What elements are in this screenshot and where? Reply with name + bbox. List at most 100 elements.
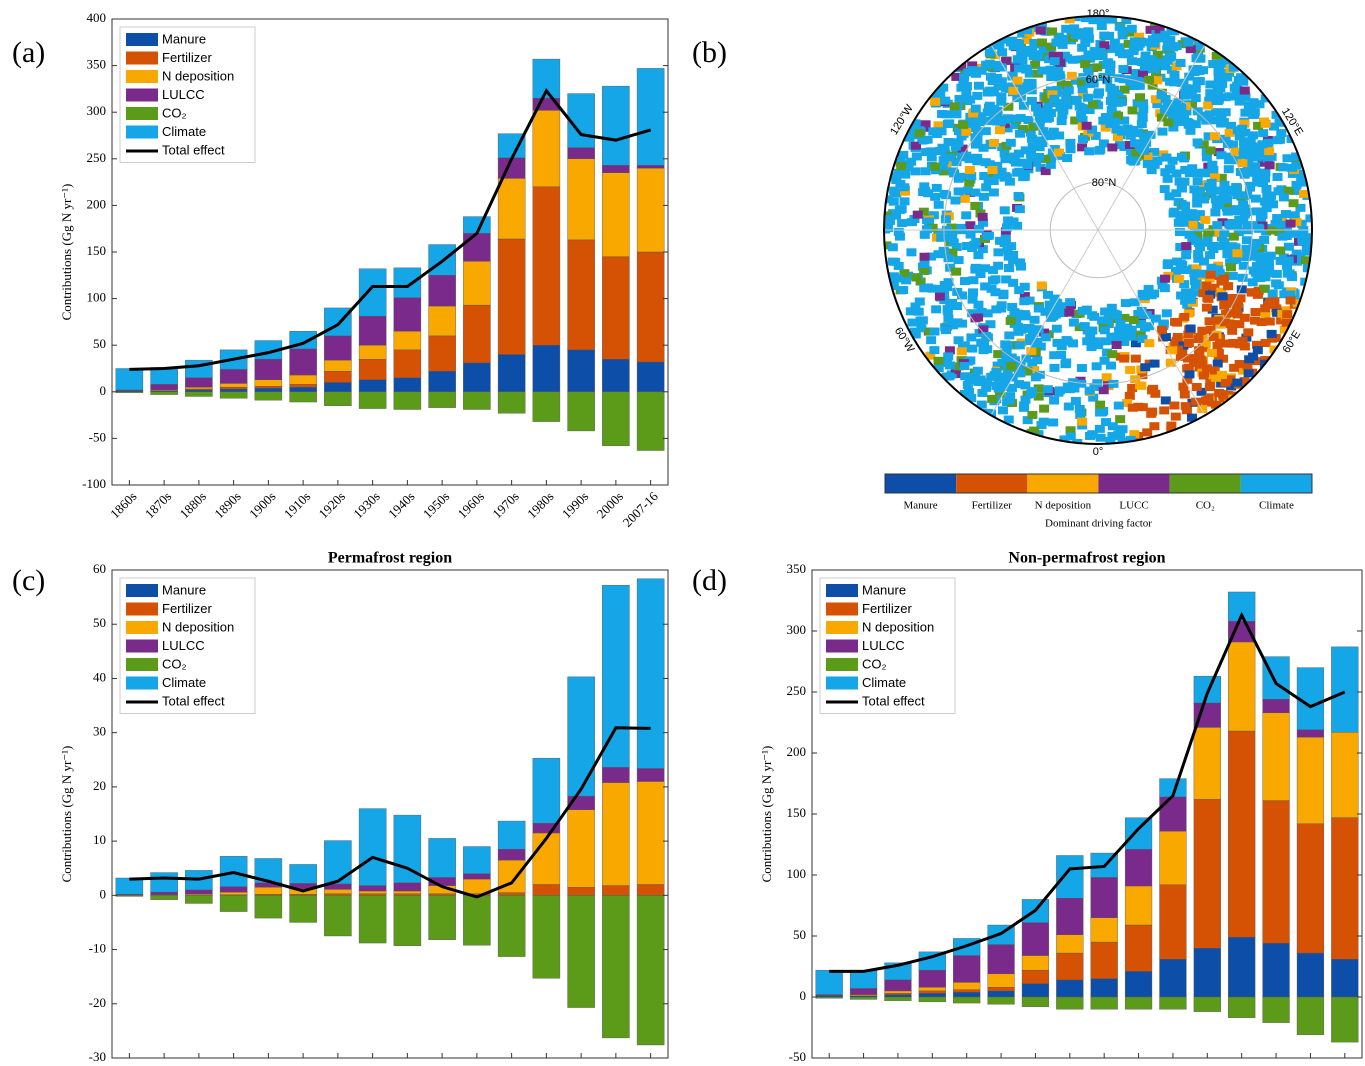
map-patch bbox=[1194, 186, 1205, 195]
map-patch bbox=[1233, 228, 1244, 237]
legend-label: Total effect bbox=[862, 693, 925, 708]
map-patch bbox=[1076, 364, 1087, 373]
map-patch bbox=[1002, 114, 1013, 123]
map-patch bbox=[991, 305, 1002, 314]
map-patch bbox=[965, 95, 976, 104]
map-patch bbox=[1019, 310, 1030, 319]
map-patch bbox=[1171, 189, 1182, 198]
map-patch bbox=[919, 230, 930, 239]
map-patch bbox=[1243, 163, 1254, 172]
bar-segment bbox=[1193, 727, 1221, 800]
map-patch bbox=[1251, 207, 1262, 216]
map-patch bbox=[1063, 402, 1074, 411]
map-patch bbox=[1278, 163, 1289, 172]
map-patch bbox=[1149, 422, 1160, 431]
colorbar-cell bbox=[1027, 474, 1099, 493]
y-tick-label: 30 bbox=[93, 724, 106, 739]
map-patch bbox=[947, 248, 958, 257]
map-patch bbox=[904, 126, 915, 135]
map-patch bbox=[1019, 282, 1030, 291]
map-patch bbox=[1129, 430, 1140, 439]
map-patch bbox=[1060, 51, 1071, 60]
map-patch bbox=[1244, 183, 1255, 192]
map-patch bbox=[1064, 385, 1075, 394]
bar-segment bbox=[115, 368, 144, 391]
map-patch bbox=[1243, 101, 1254, 110]
map-patch bbox=[1225, 187, 1236, 196]
bar-segment bbox=[115, 877, 144, 895]
map-patch bbox=[1161, 153, 1172, 162]
map-patch bbox=[1282, 261, 1293, 270]
map-patch bbox=[1201, 153, 1212, 162]
map-patch bbox=[1192, 65, 1203, 74]
map-patch bbox=[948, 238, 959, 247]
colorbar-cell bbox=[1098, 474, 1170, 493]
bar-segment bbox=[497, 820, 526, 850]
map-patch bbox=[996, 92, 1007, 101]
map-patch bbox=[953, 187, 964, 196]
map-patch bbox=[1005, 316, 1016, 325]
map-patch bbox=[933, 121, 944, 130]
map-patch bbox=[1239, 342, 1250, 351]
map-patch bbox=[944, 346, 955, 355]
map-patch bbox=[1000, 227, 1011, 236]
map-patch bbox=[959, 362, 970, 371]
map-patch bbox=[1086, 343, 1097, 352]
map-patch bbox=[1219, 229, 1230, 238]
map-patch bbox=[905, 307, 916, 316]
x-tick-label: 1960s bbox=[455, 489, 488, 522]
bar-segment bbox=[1021, 983, 1050, 998]
bar-segment bbox=[884, 979, 912, 992]
map-patch bbox=[1070, 31, 1081, 40]
map-patch bbox=[1203, 101, 1214, 110]
bar-segment bbox=[953, 996, 981, 1004]
bar-segment bbox=[393, 297, 422, 332]
map-patch bbox=[1120, 299, 1131, 308]
bar-segment bbox=[602, 767, 630, 783]
map-patch bbox=[1222, 73, 1233, 82]
map-patch bbox=[1002, 368, 1013, 377]
bar-segment bbox=[289, 348, 317, 376]
bar-segment bbox=[636, 895, 665, 1046]
map-patch bbox=[1121, 16, 1132, 25]
bar-segment bbox=[918, 990, 946, 994]
bar-segment bbox=[497, 859, 526, 893]
map-patch bbox=[987, 266, 998, 275]
map-patch bbox=[1115, 415, 1126, 424]
map-patch bbox=[1051, 324, 1062, 333]
map-patch bbox=[1010, 120, 1021, 129]
map-patch bbox=[962, 381, 973, 390]
map-patch bbox=[1107, 89, 1118, 98]
map-patch bbox=[1155, 34, 1166, 43]
legend-swatch bbox=[126, 658, 158, 671]
bar-segment bbox=[185, 377, 213, 388]
y-tick-label: 60 bbox=[93, 561, 106, 576]
y-tick-label: 150 bbox=[87, 243, 107, 258]
map-patch bbox=[920, 148, 931, 157]
map-patch bbox=[1182, 375, 1193, 384]
map-patch bbox=[1187, 220, 1198, 229]
map-patch bbox=[1126, 24, 1137, 33]
map-patch bbox=[1013, 64, 1024, 73]
map-patch bbox=[1046, 154, 1057, 163]
map-patch bbox=[1268, 200, 1279, 209]
map-patch bbox=[1221, 56, 1232, 65]
map-patch bbox=[1185, 324, 1196, 333]
map-patch bbox=[1109, 117, 1120, 126]
map-patch bbox=[1056, 342, 1067, 351]
bar-segment bbox=[358, 358, 387, 380]
map-patch bbox=[1218, 339, 1229, 348]
map-patch bbox=[1147, 35, 1158, 44]
map-patch bbox=[1118, 65, 1129, 74]
bar-segment bbox=[1090, 941, 1118, 979]
map-patch bbox=[972, 127, 983, 136]
bar-segment bbox=[1056, 996, 1084, 1010]
map-patch bbox=[1003, 216, 1014, 225]
map-patch bbox=[1205, 251, 1216, 260]
map-patch bbox=[1181, 209, 1192, 218]
map-patch bbox=[931, 305, 942, 314]
map-patch bbox=[1135, 37, 1146, 46]
map-patch bbox=[1234, 132, 1245, 141]
map-patch bbox=[1223, 282, 1234, 291]
map-patch bbox=[1223, 243, 1234, 252]
